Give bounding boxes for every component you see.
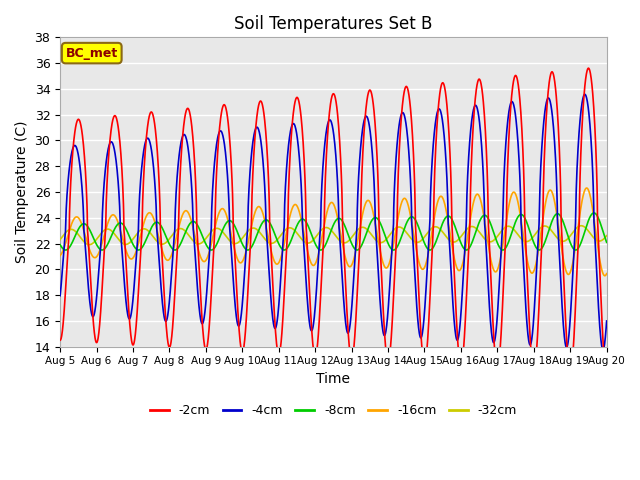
Text: BC_met: BC_met xyxy=(66,47,118,60)
Title: Soil Temperatures Set B: Soil Temperatures Set B xyxy=(234,15,433,33)
Y-axis label: Soil Temperature (C): Soil Temperature (C) xyxy=(15,121,29,263)
X-axis label: Time: Time xyxy=(316,372,350,386)
Legend: -2cm, -4cm, -8cm, -16cm, -32cm: -2cm, -4cm, -8cm, -16cm, -32cm xyxy=(145,399,522,422)
